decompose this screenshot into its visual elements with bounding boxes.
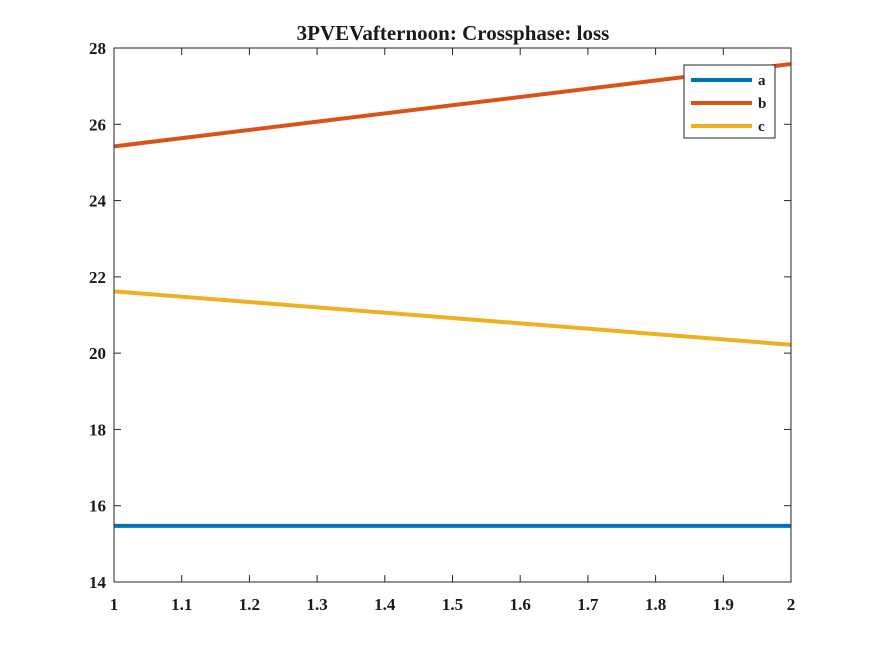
ticks-layer: 1 1.1 1.2 1.3 1.4 1.5 1.6 1.7 1.8 1.9 2 14 16 18 20 22 2… — [89, 39, 795, 614]
y-tick-label: 14 — [89, 573, 107, 592]
y-tick-label: 18 — [89, 420, 106, 439]
x-tick-label: 1.9 — [713, 595, 734, 614]
x-tick-label: 1.8 — [645, 595, 666, 614]
y-tick-label: 26 — [89, 115, 106, 134]
series-layer — [114, 62, 791, 528]
y-tick-label: 20 — [89, 344, 106, 363]
x-tick-label: 1.3 — [306, 595, 327, 614]
y-tick-label: 24 — [89, 192, 107, 211]
x-tick-label: 1.2 — [239, 595, 260, 614]
x-tick-label: 1.4 — [374, 595, 396, 614]
y-tick-label: 22 — [89, 268, 106, 287]
x-tick-label: 1.6 — [510, 595, 531, 614]
chart-title: 3PVEVafternoon: Crossphase: loss — [297, 21, 610, 45]
series-line-c — [114, 289, 791, 347]
legend-label-b: b — [758, 96, 766, 112]
legend-label-a: a — [758, 73, 766, 89]
x-tick-label: 1.7 — [577, 595, 599, 614]
x-tick-label: 1.1 — [171, 595, 192, 614]
x-tick-label: 1 — [110, 595, 119, 614]
series-line-b — [114, 62, 791, 149]
x-tick-label: 1.5 — [442, 595, 463, 614]
y-tick-label: 28 — [89, 39, 106, 58]
y-tick-label: 16 — [89, 497, 106, 516]
x-tick-label: 2 — [787, 595, 796, 614]
legend-label-c: c — [758, 119, 765, 135]
legend: abc — [683, 64, 776, 139]
